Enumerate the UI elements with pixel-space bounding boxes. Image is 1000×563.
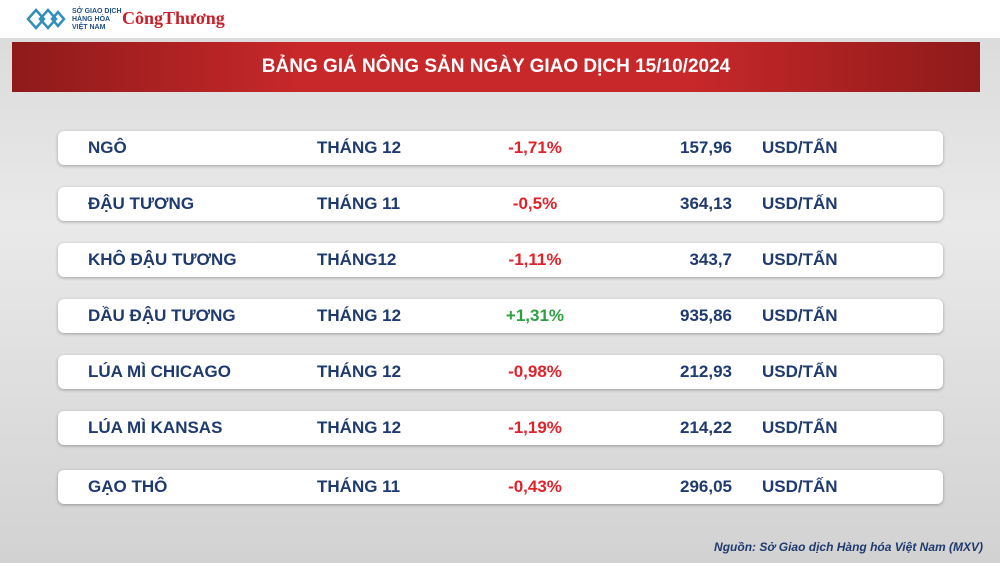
contract-month: THÁNG 11 [317,194,401,213]
table-row: LÚA MÌ KANSAS THÁNG 12 -1,19% 214,22 USD/TẤN [58,411,943,445]
unit: USD/TẤN [762,138,838,157]
change: -1,71% [508,138,562,157]
price: 935,86 [680,306,732,325]
mxv-line: HÀNG HÓA [72,16,111,23]
change: -0,98% [508,362,562,381]
table-row: DẦU ĐẬU TƯƠNG THÁNG 12 +1,31% 935,86 USD/TẤN [58,299,943,333]
unit: USD/TẤN [762,250,838,269]
price: 296,05 [680,477,732,496]
title: BẢNG GIÁ NÔNG SẢN NGÀY GIAO DỊCH 15/10/2… [261,56,731,77]
commodity: DẦU ĐẬU TƯƠNG [88,306,236,325]
mxv-line: VIỆT NAM [72,24,106,31]
congthuong-logo: CôngThương [122,8,225,28]
contract-month: THÁNG 12 [317,138,402,157]
contract-month: THÁNG 12 [317,362,402,381]
top-bar: SỞ GIAO DỊCH HÀNG HÓA VIỆT NAM CôngThươn… [0,0,1000,38]
table-row: LÚA MÌ CHICAGO THÁNG 12 -0,98% 212,93 USD/TẤ… [58,355,943,389]
price: 343,7 [689,250,732,269]
change: -1,19% [508,418,562,437]
price: 212,93 [680,362,732,381]
contract-month: THÁNG 12 [317,418,402,437]
unit: USD/TẤN [762,194,838,213]
commodity: LÚA MÌ KANSAS [88,418,223,437]
change: -1,11% [508,250,562,269]
commodity: LÚA MÌ CHICAGO [88,362,231,381]
unit: USD/TẤN [762,418,838,437]
mxv-line: SỞ GIAO DỊCH [72,8,122,15]
change: +1,31% [505,306,565,325]
change: -0,5% [512,194,558,213]
unit: USD/TẤN [762,306,838,325]
table-row: KHÔ ĐẬU TƯƠNG THÁNG12 -1,11% 343,7 USD/TẤN [58,243,943,277]
table-row: ĐẬU TƯƠNG THÁNG 11 -0,5% 364,13 USD/TẤN [58,187,943,221]
mxv-logo [26,8,66,30]
title-banner [12,42,980,92]
contract-month: THÁNG 11 [317,477,401,496]
commodity: ĐẬU TƯƠNG [88,194,195,213]
unit: USD/TẤN [762,362,838,381]
price: 157,96 [680,138,732,157]
contract-month: THÁNG12 [317,250,397,269]
price: 364,13 [680,194,732,213]
contract-month: THÁNG 12 [317,306,402,325]
source: Nguồn: Sở Giao dịch Hàng hóa Việt Nam (M… [714,540,983,554]
commodity: GẠO THÔ [88,477,168,496]
table-row: GẠO THÔ THÁNG 11 -0,43% 296,05 USD/TẤN [58,470,943,504]
change: -0,43% [508,477,562,496]
commodity: NGÔ [88,138,127,157]
price: 214,22 [680,418,732,437]
commodity: KHÔ ĐẬU TƯƠNG [88,250,237,269]
table-row: NGÔ THÁNG 12 -1,71% 157,96 USD/TẤN [58,131,943,165]
unit: USD/TẤN [762,477,838,496]
mxv-name: SỞ GIAO DỊCH HÀNG HÓA VIỆT NAM [72,8,122,32]
